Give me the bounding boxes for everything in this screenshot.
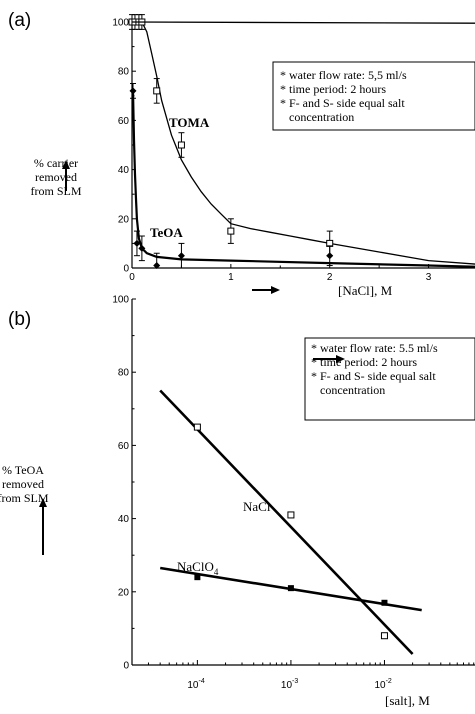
x-tick-label: 1: [228, 272, 234, 283]
series-name: TeOA: [150, 225, 183, 240]
series-name: TOMA: [169, 115, 210, 130]
y-tick-label: 80: [118, 368, 130, 379]
data-point: [287, 511, 295, 519]
y-axis-label: removed: [35, 170, 77, 184]
data-point: [177, 141, 185, 149]
fit-line-toma: [141, 21, 475, 265]
y-axis-label: % carrier: [34, 156, 78, 170]
legend-line: * water flow rate: 5.5 ml/s: [311, 341, 438, 355]
x-tick-exponent: -4: [199, 678, 205, 685]
y-tick-label: 0: [123, 661, 129, 672]
data-point: [153, 87, 161, 95]
y-tick-label: 20: [118, 587, 130, 598]
data-point: [177, 252, 185, 260]
data-point: [380, 632, 388, 640]
legend-line: concentration: [289, 110, 354, 124]
y-tick-label: 60: [118, 441, 130, 452]
x-axis-label: [salt], M: [385, 693, 430, 708]
y-axis-label: removed: [2, 477, 44, 491]
data-point: [381, 599, 388, 606]
x-tick-base: 10: [187, 680, 199, 691]
x-tick-label: 0: [129, 272, 135, 283]
y-arrow-head: [62, 160, 70, 169]
x-tick-label: 3: [426, 272, 432, 283]
series-label: NaCl: [243, 499, 271, 514]
x-tick-base: 10: [374, 680, 386, 691]
series-name-subscript: 4: [214, 567, 219, 577]
y-tick-label: 20: [118, 214, 130, 225]
series-label: TeOA: [150, 225, 183, 240]
legend-line: * water flow rate: 5,5 ml/s: [280, 68, 407, 82]
panel-label: (b): [8, 309, 31, 330]
data-point: [227, 227, 235, 235]
data-point: [129, 87, 137, 95]
legend-line: * F- and S- side equal salt: [280, 96, 405, 110]
x-tick-exponent: -2: [386, 678, 392, 685]
legend-line: * time period: 2 hours: [311, 355, 417, 369]
chart-panel-a: (a) 0 20 40 60 80 100 0 1 2 3 * water flow rate: 5,…: [8, 10, 475, 298]
series-name: NaCl: [243, 499, 271, 514]
x-tick-base: 10: [281, 680, 293, 691]
y-tick-label: 40: [118, 165, 130, 176]
y-axis-label: from SLM: [31, 184, 82, 198]
data-point: [133, 239, 141, 247]
fit-line: [131, 21, 475, 24]
y-axis-label: % TeOA: [2, 463, 44, 477]
x-arrow-head: [271, 286, 280, 294]
x-tick-exponent: -3: [292, 678, 298, 685]
x-tick-label: 10-3: [281, 678, 298, 691]
x-tick-label: 2: [327, 272, 333, 283]
y-axis-label: from SLM: [0, 491, 49, 505]
y-tick-label: 40: [118, 514, 130, 525]
y-tick-label: 100: [112, 295, 129, 306]
x-axis-label: [NaCl], M: [338, 283, 393, 298]
legend-box: [304, 337, 475, 421]
series-label: NaClO4: [177, 559, 219, 577]
y-tick-label: 60: [118, 116, 130, 127]
x-tick-label: 10-4: [187, 678, 204, 691]
data-point: [326, 252, 334, 260]
x-arrow-head: [336, 355, 345, 363]
y-tick-label: 80: [118, 67, 130, 78]
y-arrow-head: [39, 498, 47, 507]
fit-line-nacl: [159, 389, 414, 655]
data-point: [193, 423, 201, 431]
data-point: [138, 244, 146, 252]
panel-label: (a): [8, 10, 31, 31]
series-name: NaClO: [177, 559, 214, 574]
data-point: [194, 574, 201, 581]
legend-line: * time period: 2 hours: [280, 82, 386, 96]
data-point: [153, 262, 161, 270]
legend-line: concentration: [320, 383, 385, 397]
series-label: TOMA: [169, 115, 210, 130]
y-tick-label: 100: [112, 18, 129, 29]
legend-box: [272, 61, 475, 131]
x-tick-label: 10-2: [374, 678, 391, 691]
data-point: [287, 585, 294, 592]
legend-line: * F- and S- side equal salt: [311, 369, 436, 383]
y-tick-label: 0: [123, 264, 129, 275]
